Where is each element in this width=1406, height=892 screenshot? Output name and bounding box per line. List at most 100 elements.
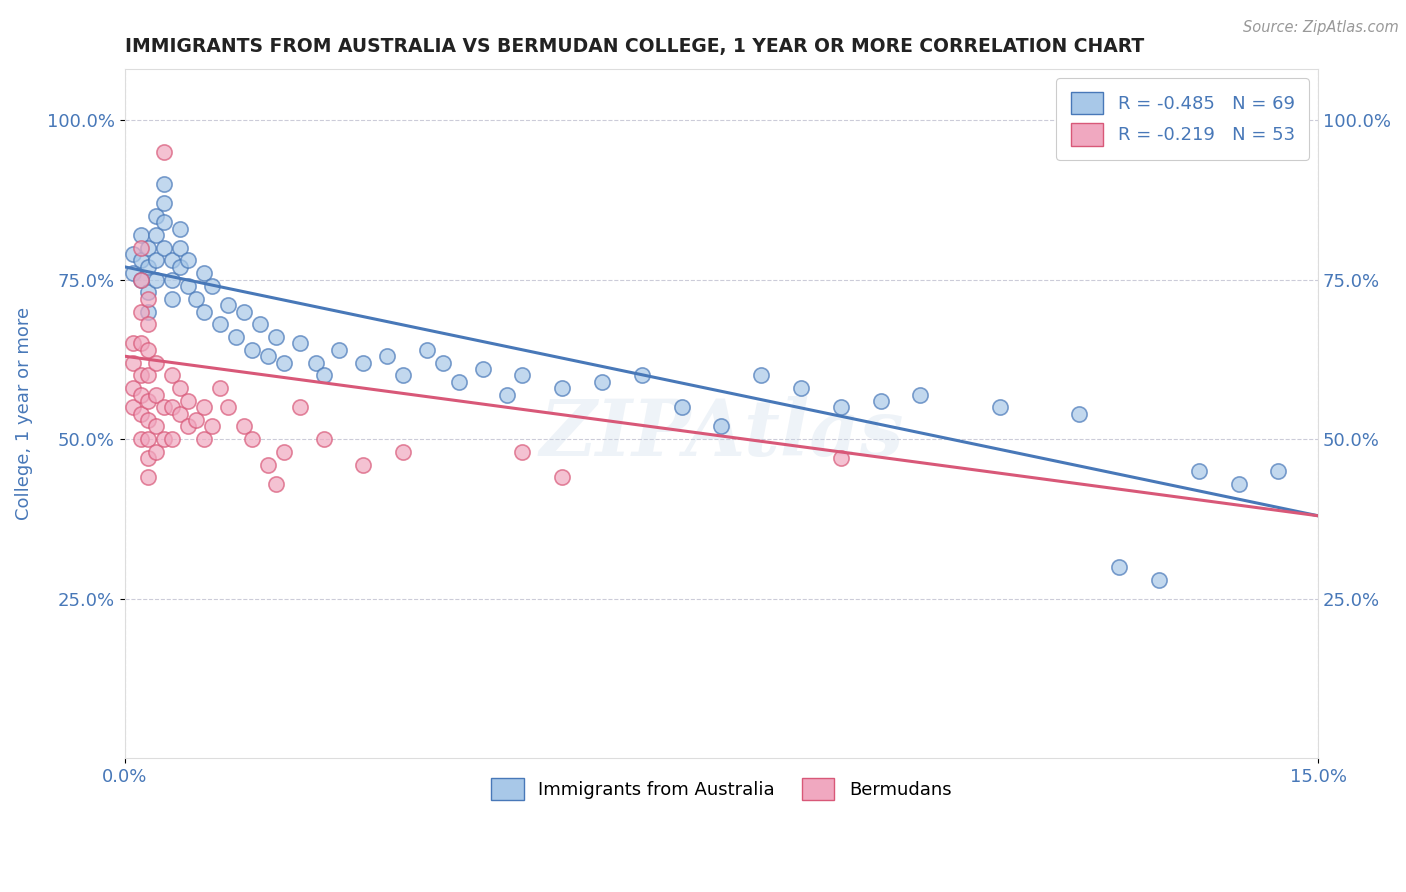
Point xyxy=(240,343,263,357)
Point xyxy=(551,381,574,395)
Point xyxy=(392,368,415,383)
Point xyxy=(138,413,160,427)
Point xyxy=(145,209,167,223)
Point xyxy=(138,470,160,484)
Point xyxy=(153,215,176,229)
Text: Source: ZipAtlas.com: Source: ZipAtlas.com xyxy=(1243,20,1399,35)
Point xyxy=(495,387,517,401)
Point xyxy=(145,253,167,268)
Point xyxy=(177,279,200,293)
Point xyxy=(138,432,160,446)
Point xyxy=(790,381,813,395)
Point xyxy=(352,355,374,369)
Point xyxy=(162,432,184,446)
Point xyxy=(138,241,160,255)
Point xyxy=(304,355,326,369)
Point xyxy=(129,253,152,268)
Point xyxy=(447,375,470,389)
Point xyxy=(209,318,232,332)
Point xyxy=(328,343,350,357)
Point xyxy=(129,368,152,383)
Point xyxy=(352,458,374,472)
Text: ZIPAtlas: ZIPAtlas xyxy=(538,396,904,473)
Point xyxy=(988,401,1011,415)
Point xyxy=(169,407,191,421)
Point xyxy=(288,336,311,351)
Point xyxy=(869,393,891,408)
Point xyxy=(138,451,160,466)
Point xyxy=(273,445,295,459)
Point xyxy=(129,407,152,421)
Point xyxy=(145,272,167,286)
Point xyxy=(145,387,167,401)
Point xyxy=(162,292,184,306)
Point xyxy=(121,401,143,415)
Point xyxy=(201,419,224,434)
Point xyxy=(121,247,143,261)
Point xyxy=(910,387,932,401)
Point xyxy=(129,227,152,242)
Point xyxy=(256,458,278,472)
Point xyxy=(169,381,191,395)
Point xyxy=(186,413,208,427)
Point xyxy=(129,272,152,286)
Point xyxy=(256,349,278,363)
Point xyxy=(312,432,335,446)
Point xyxy=(153,241,176,255)
Point xyxy=(830,401,852,415)
Point xyxy=(138,343,160,357)
Point xyxy=(249,318,271,332)
Point xyxy=(217,298,239,312)
Point xyxy=(1069,407,1091,421)
Point xyxy=(145,227,167,242)
Point xyxy=(153,177,176,191)
Point xyxy=(591,375,613,389)
Point xyxy=(162,253,184,268)
Point xyxy=(138,292,160,306)
Point xyxy=(193,266,215,280)
Point xyxy=(209,381,232,395)
Point xyxy=(471,362,494,376)
Point xyxy=(551,470,574,484)
Point xyxy=(217,401,239,415)
Point xyxy=(121,266,143,280)
Point xyxy=(264,476,287,491)
Point xyxy=(512,368,534,383)
Point xyxy=(225,330,247,344)
Point xyxy=(193,401,215,415)
Point xyxy=(145,355,167,369)
Point xyxy=(138,368,160,383)
Point xyxy=(512,445,534,459)
Point xyxy=(240,432,263,446)
Point xyxy=(233,304,256,318)
Text: IMMIGRANTS FROM AUSTRALIA VS BERMUDAN COLLEGE, 1 YEAR OR MORE CORRELATION CHART: IMMIGRANTS FROM AUSTRALIA VS BERMUDAN CO… xyxy=(125,37,1144,56)
Point xyxy=(121,355,143,369)
Point xyxy=(1267,464,1289,478)
Point xyxy=(129,336,152,351)
Point xyxy=(138,393,160,408)
Y-axis label: College, 1 year or more: College, 1 year or more xyxy=(15,307,32,520)
Point xyxy=(138,304,160,318)
Point xyxy=(193,432,215,446)
Point xyxy=(1227,476,1250,491)
Point xyxy=(710,419,733,434)
Point xyxy=(162,368,184,383)
Point xyxy=(153,432,176,446)
Point xyxy=(193,304,215,318)
Point xyxy=(153,145,176,159)
Point xyxy=(138,285,160,300)
Point xyxy=(177,393,200,408)
Point xyxy=(1108,559,1130,574)
Point xyxy=(169,221,191,235)
Point xyxy=(264,330,287,344)
Point xyxy=(138,318,160,332)
Point xyxy=(273,355,295,369)
Point xyxy=(145,445,167,459)
Point xyxy=(121,381,143,395)
Point xyxy=(177,253,200,268)
Legend: Immigrants from Australia, Bermudans: Immigrants from Australia, Bermudans xyxy=(477,764,966,814)
Point xyxy=(312,368,335,383)
Point xyxy=(630,368,652,383)
Point xyxy=(129,432,152,446)
Point xyxy=(186,292,208,306)
